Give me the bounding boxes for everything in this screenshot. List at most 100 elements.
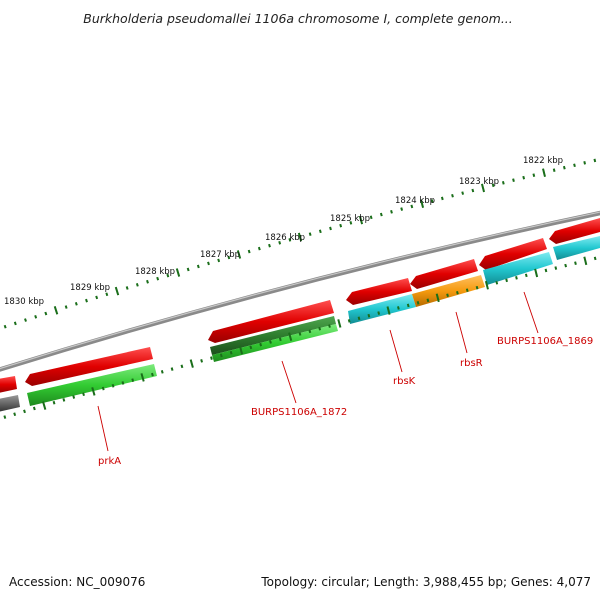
kbp-label-1827: 1827 kbp <box>200 250 240 260</box>
outer-major-tick <box>53 305 59 315</box>
chromosome-backbone <box>0 210 600 372</box>
outer-minor-tick <box>125 286 129 290</box>
gene-forward-c[interactable] <box>208 300 334 343</box>
gene-label-prkA[interactable]: prkA <box>98 456 121 467</box>
gene-forward-e[interactable] <box>410 259 478 289</box>
outer-minor-tick <box>532 173 536 177</box>
inner-minor-tick <box>495 280 499 285</box>
outer-minor-tick <box>85 298 88 303</box>
inner-minor-tick <box>13 412 17 417</box>
gene-prkA[interactable] <box>27 364 157 406</box>
gene-rbsK[interactable] <box>348 294 416 324</box>
inner-minor-tick <box>318 326 322 331</box>
inner-major-tick <box>189 359 194 368</box>
outer-minor-tick <box>308 232 312 236</box>
kbp-label-1829: 1829 kbp <box>70 283 110 293</box>
outer-minor-tick <box>74 302 78 306</box>
outer-minor-tick <box>207 261 210 266</box>
inner-tick-track <box>3 256 597 419</box>
inner-minor-tick <box>23 409 26 414</box>
gene-forward-a[interactable] <box>0 376 17 393</box>
kbp-label-1828: 1828 kbp <box>135 267 175 277</box>
outer-minor-tick <box>410 204 414 209</box>
kbp-label-1824: 1824 kbp <box>395 196 435 206</box>
outer-minor-tick <box>461 191 465 195</box>
inner-minor-tick <box>160 370 164 374</box>
inner-minor-tick <box>72 395 76 399</box>
inner-minor-tick <box>564 263 567 268</box>
outer-minor-tick <box>369 215 373 220</box>
outer-tick-track <box>3 158 597 329</box>
inner-minor-tick <box>229 350 233 355</box>
gene-forward-g[interactable] <box>549 218 600 244</box>
inner-minor-tick <box>62 398 66 402</box>
gene-BURPS1106A_1872[interactable] <box>212 324 338 362</box>
inner-minor-tick <box>32 406 36 411</box>
kbp-labels: 1830 kbp 1829 kbp 1828 kbp 1827 kbp 1826… <box>4 156 563 307</box>
kbp-label-1823: 1823 kbp <box>459 177 499 187</box>
gene-forward-f[interactable] <box>479 238 547 270</box>
inner-major-tick <box>435 293 440 303</box>
gene-reverse-grey[interactable] <box>0 395 20 412</box>
gene-label-rbsR[interactable]: rbsR <box>460 358 483 369</box>
kbp-label-1825: 1825 kbp <box>330 214 370 224</box>
outer-minor-tick <box>349 221 353 225</box>
outer-minor-tick <box>552 168 556 172</box>
inner-minor-tick <box>367 313 371 318</box>
inner-minor-tick <box>524 273 528 278</box>
outer-minor-tick <box>430 199 434 203</box>
outer-minor-tick <box>451 193 454 198</box>
outer-major-tick <box>297 232 303 242</box>
outer-major-tick <box>175 268 181 277</box>
outer-major-tick <box>480 183 486 193</box>
leader-rbsK <box>389 329 403 373</box>
leader-BURPS1106A_1872 <box>281 360 297 404</box>
outer-minor-tick <box>400 207 404 211</box>
inner-major-tick <box>140 373 145 382</box>
inner-minor-tick <box>52 400 56 405</box>
gene-BURPS1106A_1872-dark[interactable] <box>210 316 336 355</box>
accession-text: Accession: NC_009076 <box>9 575 145 589</box>
outer-minor-tick <box>166 273 170 278</box>
gene-labels: prkA BURPS1106A_1872 rbsK rbsR BURPS1106… <box>98 336 593 467</box>
outer-minor-tick <box>593 158 597 163</box>
inner-major-tick <box>386 306 391 315</box>
inner-minor-tick <box>111 383 115 388</box>
gene-forward-d[interactable] <box>346 278 412 305</box>
inner-minor-tick <box>249 345 253 350</box>
outer-minor-tick <box>105 292 109 297</box>
outer-minor-tick <box>491 183 495 188</box>
gene-prkA-forward[interactable] <box>25 347 153 386</box>
outer-minor-tick <box>217 258 221 263</box>
reverse-genes <box>0 236 600 412</box>
chromosome-backbone-highlight <box>0 211 600 370</box>
inner-minor-tick <box>82 392 85 397</box>
inner-minor-tick <box>170 367 174 371</box>
gene-label-BURPS1106A_1869[interactable]: BURPS1106A_1869 <box>497 336 593 347</box>
outer-minor-tick <box>227 255 231 260</box>
inner-minor-tick <box>328 324 331 328</box>
inner-minor-tick <box>426 298 430 303</box>
outer-minor-tick <box>156 276 160 281</box>
inner-major-tick <box>91 387 96 396</box>
gene-rbsR[interactable] <box>412 275 485 307</box>
gene-label-BURPS1106A_1872[interactable]: BURPS1106A_1872 <box>251 407 347 418</box>
gene-reverse-h[interactable] <box>553 236 600 260</box>
gene-BURPS1106A_1869[interactable] <box>483 252 553 285</box>
inner-minor-tick <box>554 266 558 270</box>
inner-minor-tick <box>308 329 312 334</box>
inner-minor-tick <box>515 276 518 280</box>
topology-text: Topology: circular; Length: 3,988,455 bp… <box>260 575 591 589</box>
inner-minor-tick <box>180 364 184 369</box>
inner-major-tick <box>534 268 539 278</box>
inner-minor-tick <box>347 319 351 323</box>
inner-major-tick <box>484 280 489 290</box>
kbp-label-1822: 1822 kbp <box>523 156 563 166</box>
outer-minor-tick <box>247 249 251 254</box>
kbp-label-1826: 1826 kbp <box>265 233 305 243</box>
inner-minor-tick <box>259 342 263 347</box>
inner-minor-tick <box>456 290 459 295</box>
gene-label-rbsK[interactable]: rbsK <box>393 376 416 387</box>
leader-rbsR <box>455 311 468 354</box>
